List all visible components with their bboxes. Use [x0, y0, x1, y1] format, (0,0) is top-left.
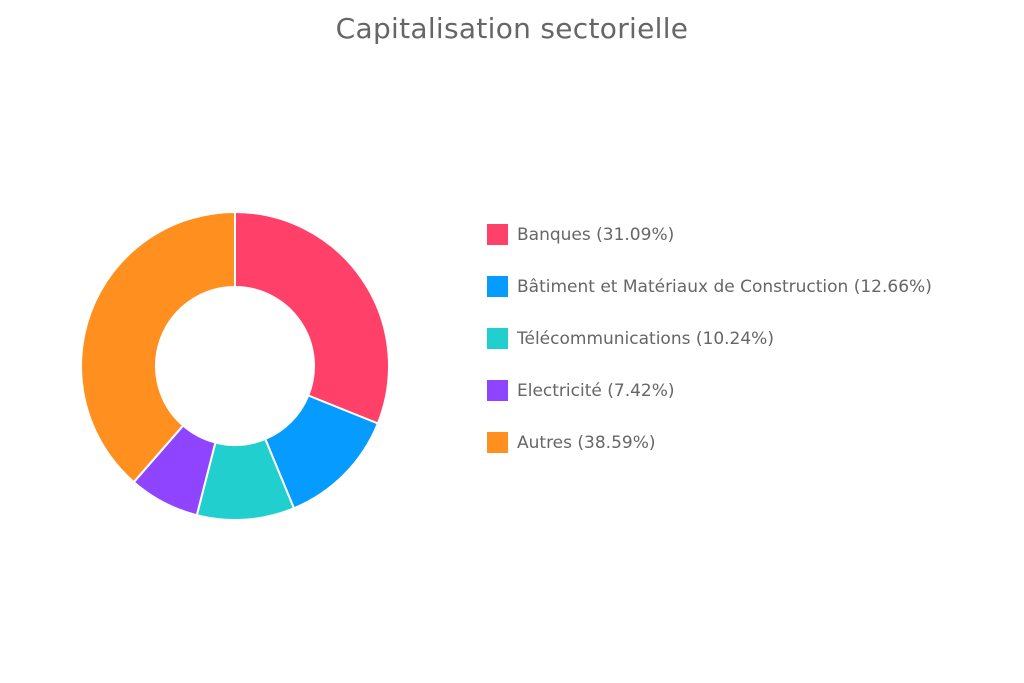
legend-item-banques[interactable]: Banques (31.09%): [487, 208, 932, 260]
legend-label: Télécommunications (10.24%): [517, 329, 774, 349]
legend-label: Bâtiment et Matériaux de Construction (1…: [517, 277, 932, 297]
donut-slice-banques[interactable]: [234, 210, 390, 425]
legend-item-batiment[interactable]: Bâtiment et Matériaux de Construction (1…: [487, 260, 932, 312]
legend-swatch: [487, 379, 508, 401]
legend-item-telecommunications[interactable]: Télécommunications (10.24%): [487, 312, 932, 364]
legend-label: Autres (38.59%): [517, 433, 656, 453]
legend-swatch: [487, 431, 508, 453]
legend-item-autres[interactable]: Autres (38.59%): [487, 416, 932, 468]
donut-slice-autres[interactable]: [80, 210, 236, 484]
legend-label: Banques (31.09%): [517, 225, 675, 245]
chart-title: Capitalisation sectorielle: [335, 12, 689, 45]
legend-label: Electricité (7.42%): [517, 381, 675, 401]
legend-swatch: [487, 223, 508, 245]
chart-legend: Banques (31.09%) Bâtiment et Matériaux d…: [487, 208, 932, 468]
legend-swatch: [487, 327, 508, 349]
legend-item-electricite[interactable]: Electricité (7.42%): [487, 364, 932, 416]
legend-swatch: [487, 275, 508, 297]
